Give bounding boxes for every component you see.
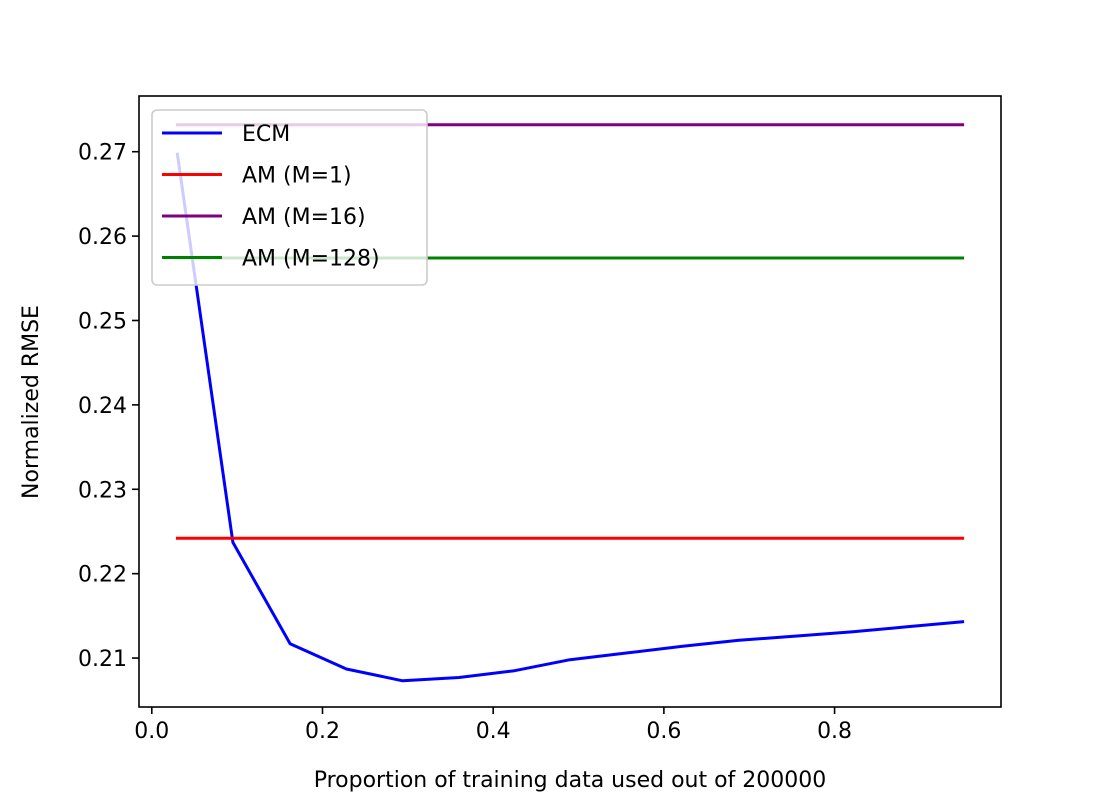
legend-entries: ECM AM (M=1) AM (M=16) AM (M=128) [162,122,380,272]
legend-label-2: AM (M=16) [242,205,366,230]
y-tick-label: 0.23 [78,478,127,503]
legend-label-1: AM (M=1) [242,164,352,189]
y-tick-label: 0.25 [78,309,127,334]
legend-label-3: AM (M=128) [242,247,380,272]
x-tick-label: 0.8 [817,719,852,744]
x-tick-label: 0.4 [476,719,511,744]
y-axis-label: Normalized RMSE [19,305,44,499]
legend-box [151,109,428,286]
y-tick-label: 0.24 [78,394,127,419]
legend-label-0: ECM [242,122,290,147]
x-tick-label: 0.6 [646,719,681,744]
legend: ECM AM (M=1) AM (M=16) AM (M=128) [151,109,428,286]
series-line-0 [175,152,965,683]
y-axis-ticks: 0.21 0.22 0.23 0.24 0.25 0.26 0.27 [78,141,139,672]
y-tick-label: 0.26 [78,225,127,250]
x-axis-label: Proportion of training data used out of … [314,768,827,793]
x-tick-label: 0.0 [134,719,169,744]
x-axis-ticks: 0.0 0.2 0.4 0.6 0.8 [134,707,852,744]
y-tick-label: 0.22 [78,563,127,588]
x-tick-label: 0.2 [305,719,340,744]
plot-frame [138,95,1002,708]
y-tick-label: 0.21 [78,647,127,672]
y-tick-label: 0.27 [78,141,127,166]
